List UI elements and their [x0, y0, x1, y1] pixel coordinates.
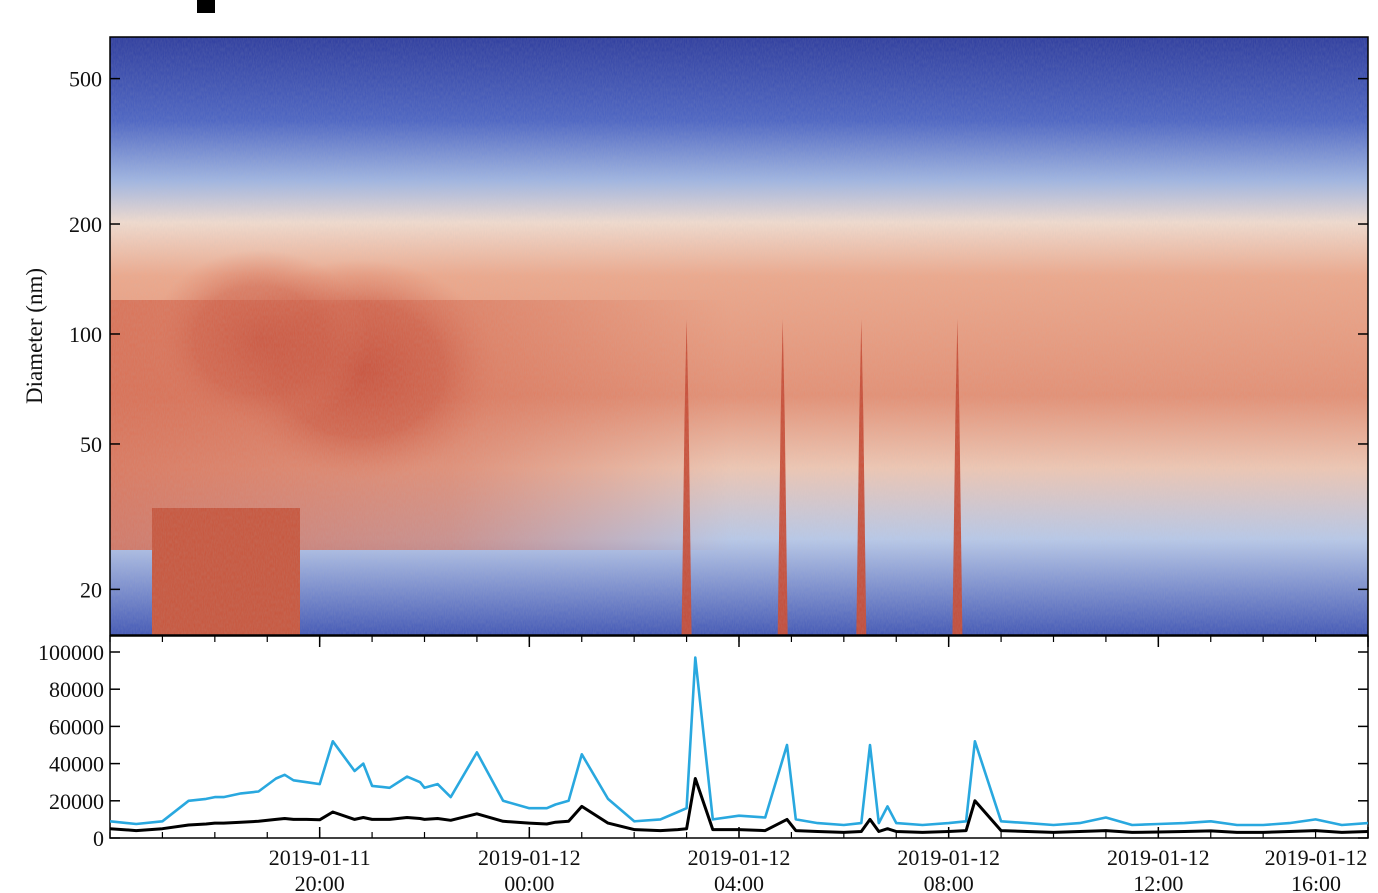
- x-tick-label-time: 04:00: [714, 871, 764, 893]
- heatmap-y-tick-label: 200: [69, 212, 102, 237]
- series-line-black: [110, 777, 1368, 834]
- heatmap-frame: [109, 36, 1369, 636]
- x-tick-label-time: 12:00: [1133, 871, 1183, 893]
- x-tick-label-date: 2019-01-12: [897, 845, 1000, 870]
- line-y-tick-label: 100000: [38, 640, 104, 665]
- x-tick-label-date: 2019-01-12: [1107, 845, 1210, 870]
- heatmap-noise: [110, 37, 1368, 635]
- line-series-group: [110, 656, 1368, 834]
- x-tick-label-date: 2019-01-12: [688, 845, 791, 870]
- line-y-axis: 0 20000 40000 60000 80000 100000: [38, 640, 1368, 851]
- line-y-tick-label: 20000: [49, 789, 104, 814]
- heatmap-y-tick-label: 20: [80, 577, 102, 602]
- series-line-blue: [110, 656, 1368, 827]
- heatmap-panel: 20 50 100 200 500 Diameter (nm): [22, 36, 1369, 636]
- heatmap-y-axis: 20 50 100 200 500: [69, 67, 1368, 602]
- x-tick-label-date: 2019-01-12: [1265, 845, 1368, 870]
- x-tick-label-time: 08:00: [924, 871, 974, 893]
- line-y-tick-label: 0: [93, 826, 104, 851]
- heatmap-y-tick-label: 50: [80, 432, 102, 457]
- x-tick-label-date: 2019-01-12: [478, 845, 581, 870]
- line-y-tick-label: 80000: [49, 677, 104, 702]
- x-tick-label-time: 16:00: [1291, 871, 1341, 893]
- line-y-tick-label: 40000: [49, 752, 104, 777]
- heatmap-y-tick-label: 500: [69, 67, 102, 92]
- line-x-axis: 2019-01-1120:002019-01-1200:002019-01-12…: [109, 636, 1369, 893]
- x-tick-label-time: 20:00: [295, 871, 345, 893]
- line-panel-frame: [109, 635, 1369, 839]
- panel-corner-mark: [197, 0, 215, 13]
- line-y-tick-label: 60000: [49, 714, 104, 739]
- heatmap-y-axis-title: Diameter (nm): [22, 268, 47, 404]
- x-tick-label-date: 2019-01-11: [269, 845, 371, 870]
- x-tick-label-time: 00:00: [504, 871, 554, 893]
- heatmap-y-tick-label: 100: [69, 322, 102, 347]
